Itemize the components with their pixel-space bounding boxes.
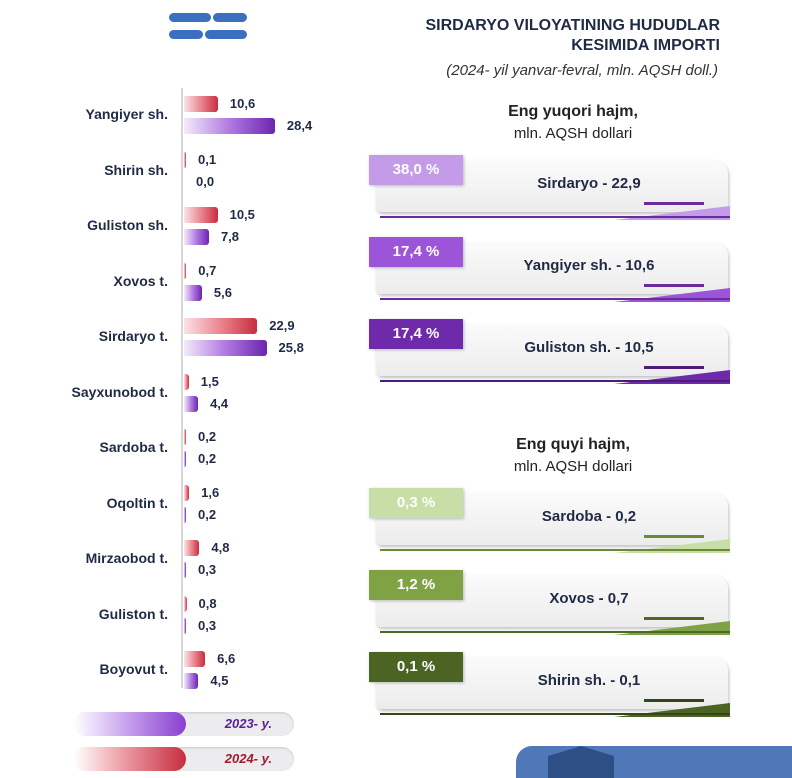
category-label: Mirzaobod t. bbox=[85, 550, 168, 566]
top-heading-text: Eng yuqori hajm, bbox=[508, 103, 638, 120]
bar-2023 bbox=[184, 229, 209, 245]
data-label-2024: 10,6 bbox=[229, 96, 256, 111]
card-region-value: Yangiyer sh. - 10,6 bbox=[523, 257, 655, 274]
bar-2023 bbox=[184, 284, 202, 301]
share-percent-badge: 38,0 % bbox=[369, 155, 463, 185]
data-label-2023: 5,6 bbox=[213, 284, 232, 300]
bar-2023 bbox=[184, 118, 275, 134]
category-label: Yangiyer sh. bbox=[85, 106, 168, 122]
bottom-section-heading: Eng quyi hajm, mln. AQSH dollari bbox=[458, 434, 688, 478]
category-label: Sardoba t. bbox=[99, 439, 168, 455]
bar-2023 bbox=[184, 340, 267, 356]
share-percent-badge: 0,3 % bbox=[369, 488, 463, 518]
bar-2024 bbox=[184, 484, 190, 501]
bar-2023 bbox=[184, 673, 199, 689]
data-label-2023: 0,3 bbox=[198, 617, 217, 633]
category-label: Sayxunobod t. bbox=[71, 383, 168, 400]
data-label-2024: 1,6 bbox=[201, 484, 220, 500]
bar-2024 bbox=[184, 151, 186, 168]
data-label-2023: 25,8 bbox=[278, 340, 304, 355]
card-region-value: Sirdaryo - 22,9 bbox=[537, 175, 641, 192]
share-percent-badge: 17,4 % bbox=[369, 237, 463, 267]
chart-subtitle: (2024- yil yanvar-fevral, mln. AQSH doll… bbox=[446, 62, 718, 79]
data-label-2024: 0,8 bbox=[198, 595, 217, 611]
data-label-2024: 6,6 bbox=[217, 651, 236, 666]
bar-2024 bbox=[184, 540, 200, 556]
data-label-2024: 10,5 bbox=[229, 207, 255, 222]
data-label-2023: 0,0 bbox=[196, 173, 215, 189]
logo-icon bbox=[169, 13, 247, 39]
category-label: Guliston sh. bbox=[87, 217, 168, 233]
data-label-2024: 22,9 bbox=[269, 318, 295, 333]
data-label-2023: 7,8 bbox=[220, 229, 240, 244]
card-underline bbox=[380, 549, 730, 551]
data-label-2024: 1,5 bbox=[200, 373, 219, 389]
card-underline bbox=[380, 216, 730, 218]
legend-2023: 2023- y. bbox=[74, 712, 294, 736]
chart-title: SIRDARYO VILOYATINING HUDUDLAR KESIMIDA … bbox=[425, 17, 720, 54]
bar-2023 bbox=[184, 506, 186, 523]
top-unit-text: mln. AQSH dollari bbox=[513, 125, 633, 142]
bar-2024 bbox=[184, 262, 187, 279]
top-rank-card: 17,4 % Yangiyer sh. - 10,6 bbox=[369, 237, 730, 302]
bottom-rank-card: 1,2 % Xovos - 0,7 bbox=[369, 570, 730, 635]
data-label-2023: 28,4 bbox=[286, 118, 313, 133]
share-percent-badge: 17,4 % bbox=[369, 319, 463, 349]
category-label: Oqoltin t. bbox=[106, 494, 168, 511]
top-section-heading: Eng yuqori hajm, mln. AQSH dollari bbox=[458, 101, 688, 145]
bar-2023 bbox=[184, 395, 199, 412]
top-rank-card: 38,0 % Sirdaryo - 22,9 bbox=[369, 155, 730, 220]
card-region-value: Guliston sh. - 10,5 bbox=[524, 339, 654, 356]
top-rank-card: 17,4 % Guliston sh. - 10,5 bbox=[369, 319, 730, 384]
bottom-rank-card: 0,1 % Shirin sh. - 0,1 bbox=[369, 652, 730, 717]
legend-swatch-2024 bbox=[74, 747, 186, 771]
data-label-2023: 0,2 bbox=[198, 506, 217, 522]
bar-2023 bbox=[184, 562, 186, 578]
bar-2024 bbox=[184, 318, 258, 334]
category-label: Shirin sh. bbox=[104, 161, 168, 178]
data-label-2024: 4,8 bbox=[211, 540, 230, 555]
category-label: Boyovut t. bbox=[99, 661, 168, 677]
bar-2024 bbox=[184, 429, 186, 445]
legend-swatch-2023 bbox=[74, 712, 186, 736]
data-label-2024: 0,2 bbox=[198, 429, 217, 444]
bar-2023 bbox=[184, 617, 186, 634]
data-label-2023: 0,2 bbox=[198, 451, 217, 466]
category-axis bbox=[181, 88, 183, 688]
legend-2024: 2024- y. bbox=[74, 747, 294, 771]
bottom-rank-card: 0,3 % Sardoba - 0,2 bbox=[369, 488, 730, 553]
card-underline bbox=[380, 631, 730, 633]
card-region-value: Xovos - 0,7 bbox=[549, 590, 629, 607]
bottom-unit-text: mln. AQSH dollari bbox=[513, 458, 633, 475]
data-label-2023: 0,3 bbox=[198, 562, 217, 577]
bar-2024 bbox=[184, 96, 218, 112]
category-label: Guliston t. bbox=[98, 605, 168, 622]
bottom-heading-text: Eng quyi hajm, bbox=[516, 436, 630, 453]
data-label-2023: 4,4 bbox=[210, 395, 229, 411]
data-label-2023: 4,5 bbox=[210, 673, 229, 688]
card-underline bbox=[380, 713, 730, 715]
bar-2023 bbox=[184, 451, 186, 467]
data-label-2024: 0,7 bbox=[198, 262, 217, 278]
share-percent-badge: 1,2 % bbox=[369, 570, 463, 600]
card-underline bbox=[380, 298, 730, 300]
bar-2024 bbox=[184, 651, 206, 667]
legend-label-2023: 2023- y. bbox=[224, 716, 272, 731]
card-underline bbox=[380, 380, 730, 382]
category-label: Xovos t. bbox=[113, 272, 168, 289]
legend-label-2024: 2024- y. bbox=[224, 751, 272, 766]
data-label-2024: 0,1 bbox=[198, 151, 217, 167]
card-region-value: Sardoba - 0,2 bbox=[541, 508, 637, 525]
bar-2024 bbox=[184, 373, 189, 390]
bar-2024 bbox=[184, 207, 218, 223]
share-percent-badge: 0,1 % bbox=[369, 652, 463, 682]
corner-arrow-icon bbox=[548, 746, 614, 778]
bar-2024 bbox=[184, 595, 187, 612]
category-label: Sirdaryo t. bbox=[98, 328, 168, 344]
card-region-value: Shirin sh. - 0,1 bbox=[537, 672, 641, 689]
